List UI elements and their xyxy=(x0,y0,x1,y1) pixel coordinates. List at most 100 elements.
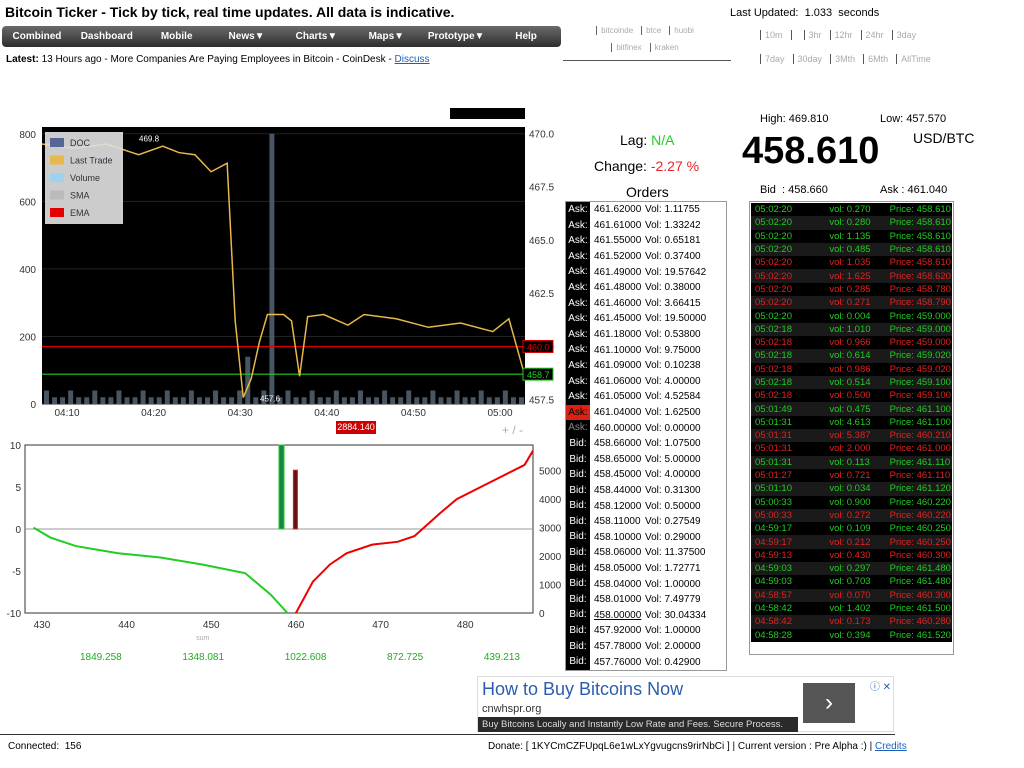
nav-item-3[interactable]: News▼ xyxy=(228,31,265,42)
timeframe-option[interactable] xyxy=(790,30,796,40)
trade-price: Price: 459.100 xyxy=(889,390,951,402)
order-row: Ask: 461.61000 Vol: 1.33242 xyxy=(566,217,726,234)
trade-row: 04:59:03 vol: 0.703 Price: 461.480 xyxy=(751,575,952,589)
left-axis-tick: -5 xyxy=(12,567,21,578)
trade-price: Price: 459.000 xyxy=(889,310,951,322)
trade-time: 05:02:18 xyxy=(755,390,792,402)
order-row: Ask: 461.45000 Vol: 19.50000 xyxy=(566,311,726,327)
orders-title: Orders xyxy=(626,184,669,200)
trade-time: 05:01:10 xyxy=(755,483,792,495)
trade-volume: vol: 0.900 xyxy=(829,496,871,508)
order-type: Ask: xyxy=(566,373,590,390)
nav-item-1[interactable]: Dashboard xyxy=(80,31,133,42)
order-price: 461.62000 xyxy=(594,204,642,216)
x-axis-tick: 04:30 xyxy=(228,408,253,419)
right-axis-tick: 2000 xyxy=(539,552,562,563)
x-axis-tick: 450 xyxy=(203,620,220,631)
exchange-option[interactable]: kraken xyxy=(649,43,683,52)
exchange-row: bitfinex kraken xyxy=(563,43,731,52)
volume-bar xyxy=(68,390,74,404)
trade-row: 05:02:18 vol: 0.514 Price: 459.100 xyxy=(751,375,952,390)
order-row: Bid: 458.10000 Vol: 0.29000 xyxy=(566,529,726,546)
zoom-controls[interactable]: + / - xyxy=(502,423,524,437)
volume-bar xyxy=(285,390,291,404)
discuss-link[interactable]: Discuss xyxy=(394,54,430,65)
trade-volume: vol: 0.297 xyxy=(829,563,871,575)
trade-price: Price: 459.020 xyxy=(889,363,951,375)
nav-item-0[interactable]: Combined xyxy=(12,31,62,42)
timeframe-option[interactable]: 7day xyxy=(760,54,785,64)
trade-time: 05:02:20 xyxy=(755,230,792,242)
trade-price: Price: 461.110 xyxy=(889,456,951,468)
order-type: Ask: xyxy=(566,202,590,218)
order-row: Bid: 458.44000 Vol: 0.31300 xyxy=(566,482,726,499)
timeframe-option[interactable]: 6Mth xyxy=(863,54,888,64)
left-axis-tick: 10 xyxy=(10,441,22,452)
timeframe-option[interactable]: 24hr xyxy=(860,30,884,40)
price-box: 2884.140 xyxy=(336,421,376,434)
order-volume: Vol: 1.62500 xyxy=(645,407,701,419)
nav-item-5[interactable]: Maps▼ xyxy=(368,31,405,42)
ad-info-close-icon[interactable]: ⓘ ✕ xyxy=(869,682,891,693)
credits-link[interactable]: Credits xyxy=(875,741,907,752)
exchange-option[interactable]: bitcoinde xyxy=(596,26,637,35)
bid-label: Bid xyxy=(760,184,776,196)
trade-row: 05:02:20 vol: 0.285 Price: 458.780 xyxy=(751,282,952,297)
trade-volume: vol: 1.035 xyxy=(829,257,871,269)
right-axis-tick: 457.5 xyxy=(529,396,554,407)
timeframe-option[interactable]: 12hr xyxy=(829,30,853,40)
trade-volume: vol: 1.135 xyxy=(829,230,871,242)
current-price: 458.610 xyxy=(742,130,880,172)
nav-item-4[interactable]: Charts▼ xyxy=(295,31,338,42)
order-price: 458.45000 xyxy=(594,469,642,481)
trade-time: 05:02:20 xyxy=(755,204,792,216)
order-volume: Vol: 0.37400 xyxy=(645,251,701,263)
timeframe-option[interactable]: 30day xyxy=(792,54,822,64)
trade-time: 05:02:20 xyxy=(755,283,792,295)
order-volume: Vol: 0.27549 xyxy=(645,516,701,528)
timeframe-option[interactable]: AllTime xyxy=(896,54,931,64)
order-row: Ask: 461.09000 Vol: 0.10238 xyxy=(566,357,726,374)
nav-item-7[interactable]: Help xyxy=(515,31,537,42)
ad-tagline: Buy Bitcoins Locally and Instantly Low R… xyxy=(478,717,798,732)
exchange-option[interactable]: btce xyxy=(641,26,665,35)
volume-bar xyxy=(374,397,380,404)
order-volume: Vol: 0.10238 xyxy=(645,360,701,372)
trade-volume: vol: 0.514 xyxy=(829,377,871,388)
right-axis-tick: 4000 xyxy=(539,495,562,506)
trade-volume: vol: 2.000 xyxy=(829,443,871,455)
exchange-option[interactable]: huobi xyxy=(669,26,698,35)
trade-price: Price: 460.210 xyxy=(889,430,951,442)
exchange-option[interactable]: bitfinex xyxy=(611,43,645,52)
trade-volume: vol: 0.280 xyxy=(829,217,871,229)
nav-item-6[interactable]: Prototype▼ xyxy=(427,31,485,42)
exchange-divider xyxy=(563,60,731,61)
left-axis-tick: 0 xyxy=(30,400,36,411)
legend-label: Volume xyxy=(70,173,100,183)
trade-volume: vol: 0.272 xyxy=(829,509,871,521)
order-row: Ask: 461.52000 Vol: 0.37400 xyxy=(566,248,726,265)
ad-banner[interactable]: How to Buy Bitcoins Now cnwhspr.org Buy … xyxy=(477,676,894,732)
timeframe-option[interactable]: 3day xyxy=(891,30,916,40)
volume-bar xyxy=(470,397,476,404)
change-label: Change: xyxy=(594,158,647,174)
timeframe-option[interactable]: 10m xyxy=(760,30,783,40)
order-price: 461.05000 xyxy=(594,391,642,403)
trade-row: 05:01:31 vol: 2.000 Price: 461.000 xyxy=(751,442,952,456)
right-axis-tick: 3000 xyxy=(539,524,562,535)
trade-price: Price: 460.300 xyxy=(889,589,951,601)
ad-arrow-button[interactable]: › xyxy=(803,683,855,723)
trade-volume: vol: 0.285 xyxy=(829,283,871,295)
nav-item-2[interactable]: Mobile xyxy=(160,31,193,42)
timeframe-option[interactable]: 3Mth xyxy=(830,54,855,64)
order-type: Bid: xyxy=(566,467,590,483)
trade-price: Price: 461.520 xyxy=(889,629,951,641)
timeframe-option[interactable]: 3hr xyxy=(803,30,822,40)
order-type: Bid: xyxy=(566,591,590,608)
change-stat: Change: -2.27 % xyxy=(594,158,699,174)
order-volume: Vol: 30.04334 xyxy=(645,609,707,621)
order-type: Ask: xyxy=(566,326,590,343)
order-volume: Vol: 0.65181 xyxy=(645,235,701,247)
ad-headline[interactable]: How to Buy Bitcoins Now xyxy=(482,679,684,699)
trade-time: 04:59:17 xyxy=(755,523,792,535)
